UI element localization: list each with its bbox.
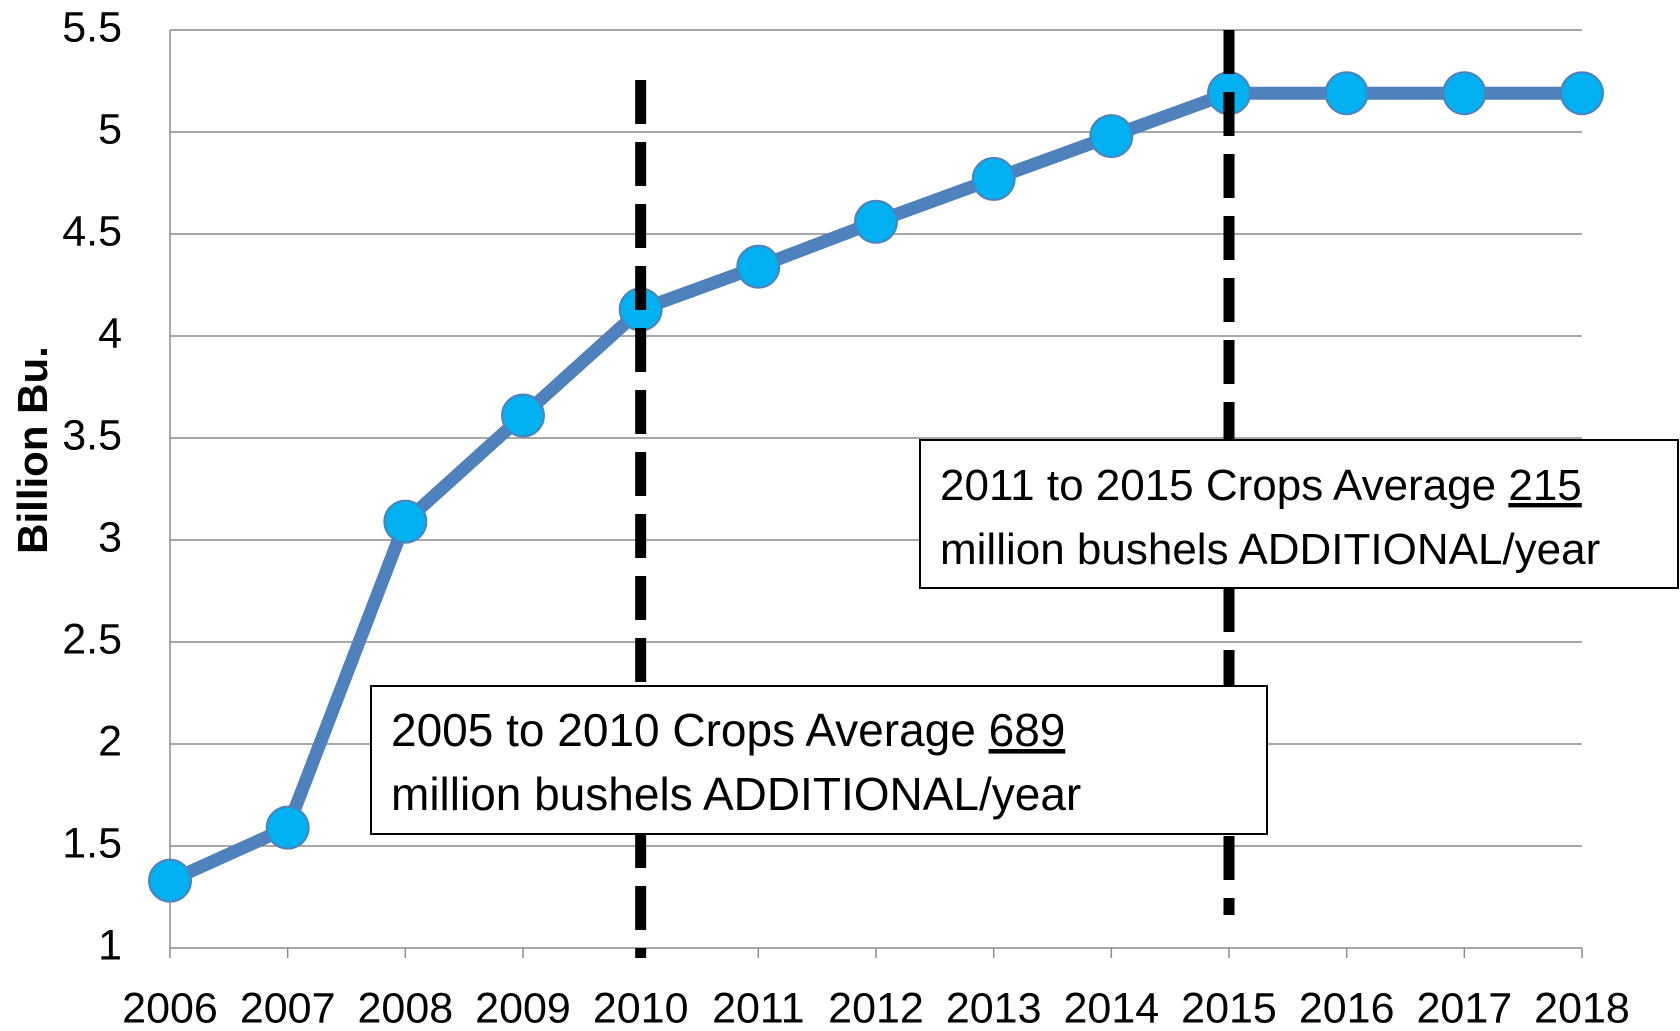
annotation-box: 2005 to 2010 Crops Average 689 million b… — [370, 685, 1268, 835]
y-tick-label: 1 — [98, 921, 122, 969]
y-tick-label: 4 — [98, 309, 122, 357]
y-tick-label: 1.5 — [62, 819, 122, 867]
x-tick-label: 2018 — [1534, 984, 1630, 1031]
x-tick-label: 2007 — [240, 984, 336, 1031]
data-point — [383, 499, 428, 544]
y-tick-label: 5.5 — [62, 3, 122, 51]
x-tick-label: 2009 — [475, 984, 571, 1031]
data-point — [1442, 71, 1487, 116]
y-axis-title: Billion Bu. — [9, 346, 56, 554]
y-tick-label: 3.5 — [62, 411, 122, 459]
y-tick-label: 5 — [98, 105, 122, 153]
x-tick-label: 2008 — [357, 984, 453, 1031]
annotation-line: 2011 to 2015 Crops Average 215 — [940, 461, 1582, 510]
x-tick-label: 2013 — [946, 984, 1042, 1031]
data-point — [265, 805, 310, 850]
x-tick-label: 2016 — [1299, 984, 1395, 1031]
annotation-line: million bushels ADDITIONAL/year — [391, 768, 1081, 820]
y-tick-label: 3 — [98, 513, 122, 561]
x-tick-label: 2010 — [593, 984, 689, 1031]
x-tick-label: 2006 — [122, 984, 218, 1031]
y-tick-label: 4.5 — [62, 207, 122, 255]
y-tick-label: 2.5 — [62, 615, 122, 663]
data-point — [1089, 114, 1134, 159]
annotation-text: 2011 to 2015 Crops Average — [940, 461, 1496, 510]
annotation-box: 2011 to 2015 Crops Average 215 million b… — [919, 439, 1679, 589]
annotation-text: 2005 to 2010 Crops Average — [391, 704, 976, 756]
y-tick-label: 2 — [98, 717, 122, 765]
x-tick-label: 2011 — [712, 984, 804, 1031]
annotation-line: 2005 to 2010 Crops Average 689 — [391, 704, 1065, 756]
annotation-line: million bushels ADDITIONAL/year — [940, 525, 1600, 574]
annotation-value: 689 — [989, 704, 1066, 756]
data-point — [736, 244, 781, 289]
x-tick-label: 2017 — [1416, 984, 1512, 1031]
data-point — [854, 199, 898, 244]
data-point — [1560, 71, 1604, 116]
x-tick-label: 2012 — [828, 984, 924, 1031]
x-tick-label: 2014 — [1063, 984, 1159, 1031]
annotation-frame — [919, 439, 1679, 589]
annotation-frame — [370, 685, 1268, 835]
data-point — [971, 156, 1016, 201]
data-point — [501, 393, 545, 438]
data-point — [1324, 71, 1369, 116]
x-tick-label: 2015 — [1181, 984, 1277, 1031]
data-point — [148, 858, 192, 903]
annotation-value: 215 — [1508, 461, 1581, 510]
